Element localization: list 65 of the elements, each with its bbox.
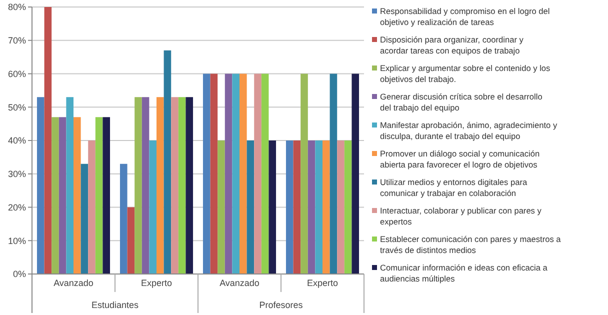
legend-label: Utilizar medios y entornos digitales para comunicar y trabajar en colaboración: [380, 177, 528, 198]
bar: [44, 7, 52, 274]
bar: [164, 50, 172, 274]
y-tick-label: 40%: [8, 136, 26, 146]
x-tick-label: Avanzado: [220, 278, 260, 288]
bar: [149, 140, 156, 274]
bar: [134, 97, 142, 274]
legend-label: Comunicar información e ideas con eficacia a audiencias múltiples: [380, 262, 548, 284]
y-tick-label: 30%: [8, 169, 26, 180]
bar: [36, 97, 44, 274]
bar: [322, 140, 330, 274]
bar: [52, 117, 59, 274]
legend-label: Responsabilidad y compromiso en el logro del objetivo y realización de tareas: [380, 6, 550, 27]
bar: [308, 140, 316, 274]
y-tick-label: 50%: [8, 102, 26, 112]
bar: [344, 140, 352, 274]
bar: [293, 140, 301, 274]
bar: [178, 97, 186, 274]
bar: [210, 74, 218, 274]
legend-label: Disposición para organizar, coordinar y acordar tareas con equipos de trabajo: [380, 34, 524, 56]
bar: [337, 140, 344, 274]
bar: [102, 117, 110, 274]
x-tick-label: Avanzado: [54, 278, 94, 288]
bar: [127, 207, 135, 274]
text: Profesores: [259, 300, 304, 310]
legend-label: Promover un diálogo social y comunicación abierta para favorecer el logro de objetivos: [380, 148, 540, 170]
legend-label: Establecer comunicación con pares y maestros a través de distintos medios: [380, 234, 562, 255]
bar: [224, 74, 232, 274]
legend-label: Explicar y argumentar sobre el contenido y los objetivos del trabajo.: [380, 63, 550, 84]
legend-label: Manifestar aprobación, ánimo, agradecimiento y disculpa, durante el trabajo del equipo: [380, 120, 558, 141]
bar: [246, 140, 254, 274]
bar: [232, 74, 240, 274]
bar: [202, 74, 210, 274]
y-tick-label: 70%: [8, 36, 26, 46]
bar: [156, 97, 164, 274]
text: Estudiantes: [91, 300, 140, 310]
bar: [142, 97, 150, 274]
bar: [66, 97, 74, 274]
bar: [300, 74, 308, 274]
bar: [186, 97, 194, 274]
bar: [286, 140, 294, 274]
bar: [330, 74, 338, 274]
x-tick-label: Experto: [140, 278, 172, 288]
bar: [120, 164, 128, 274]
x-tick-label: Experto: [306, 278, 338, 288]
y-tick-label: 60%: [8, 68, 26, 79]
bar: [268, 140, 276, 274]
y-tick-label: 20%: [8, 202, 26, 212]
bar: [254, 74, 262, 274]
bar: [88, 140, 96, 274]
bar: [261, 74, 269, 274]
legend-label: Interactuar, colaborar y publicar con pares y expertos: [380, 206, 542, 226]
bar: [352, 74, 360, 274]
bar: [74, 117, 81, 274]
bar: [80, 164, 88, 274]
bar: [315, 140, 322, 274]
bar: [58, 117, 66, 274]
legend-label: Generar discusión crítica sobre el desarrollo del trabajo del equipo: [380, 92, 543, 112]
bar: [218, 140, 225, 274]
y-tick-label: 10%: [8, 236, 26, 246]
y-tick-label: 0%: [12, 269, 26, 280]
bar: [240, 74, 247, 274]
bar: [95, 117, 103, 274]
bar: [171, 97, 178, 274]
y-tick-label: 80%: [8, 2, 26, 12]
